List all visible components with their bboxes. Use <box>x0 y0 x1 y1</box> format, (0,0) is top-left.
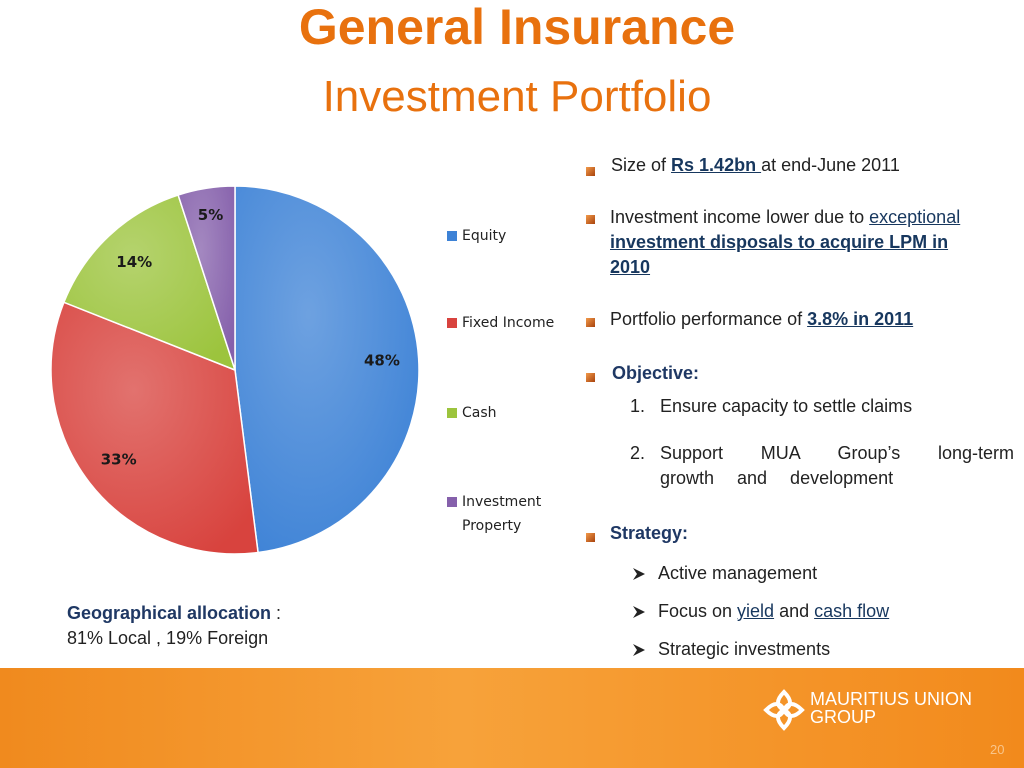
legend-entry: Equity <box>462 224 562 248</box>
seg: Strategic investments <box>658 639 831 659</box>
bullet <box>586 533 595 542</box>
geo-allocation: Geographical allocation : 81% Local , 19… <box>67 601 397 651</box>
seg: exceptional <box>869 207 961 227</box>
legend-swatch <box>447 318 457 328</box>
logo-line: MAURITIUS UNION <box>810 689 972 709</box>
legend-label: Equity <box>462 228 507 244</box>
legend-swatch <box>447 497 457 507</box>
legend-swatch <box>447 231 457 241</box>
page-number: 20 <box>990 742 1005 757</box>
pie-slice <box>177 185 236 371</box>
bullet <box>586 373 595 382</box>
pie-chart: 48% 33% 14% 5% <box>50 185 420 555</box>
point: Size of Rs 1.42bn at end-June 2011 <box>611 153 991 178</box>
legend-swatch <box>447 408 457 418</box>
arrow-bullet <box>633 644 645 656</box>
seg: cash flow <box>814 601 890 621</box>
geo-text: 81% Local , 19% Foreign <box>67 628 269 648</box>
logo-icon <box>763 689 805 731</box>
legend-label: Cash <box>462 405 497 421</box>
logo-text: MAURITIUS UNION GROUP <box>810 690 972 726</box>
arrow-bullet <box>633 606 645 618</box>
bullet <box>586 215 595 224</box>
strategy-item: Active management <box>658 561 817 586</box>
arrow-shape <box>633 644 645 656</box>
point: Portfolio performance of 3.8% in 2011 <box>610 307 1000 332</box>
arrow-shape <box>633 606 645 618</box>
marker: 1. <box>630 396 646 416</box>
bullet <box>586 167 595 176</box>
value-label: 33% <box>101 451 137 469</box>
legend-label: Investment Property <box>462 494 542 534</box>
geo-separator: : <box>271 603 282 623</box>
objective-item: Support MUA Group’s long-term growth and… <box>660 443 1014 488</box>
strategy-item: Focus on yield and cash flow <box>658 599 889 624</box>
seg: Rs 1.42bn <box>671 155 762 175</box>
title: General Insurance <box>298 0 736 55</box>
value-label: 14% <box>116 253 152 271</box>
pie-slice <box>50 301 259 555</box>
geo-label: Geographical allocation <box>67 603 272 623</box>
legend-entry: Cash <box>462 401 562 425</box>
strategy-item: Strategic investments <box>658 637 830 662</box>
seg: at end-June 2011 <box>761 155 900 175</box>
legend-label: Fixed Income <box>462 315 555 331</box>
legend-entry: Investment Property <box>462 490 562 538</box>
objective-item: Ensure capacity to settle claims <box>660 396 913 416</box>
point: Investment income lower due to exception… <box>610 205 980 280</box>
arrow-bullet <box>633 568 645 580</box>
objective-heading: Objective: <box>612 363 700 383</box>
pie-slice <box>234 185 420 554</box>
seg: Investment income lower due to <box>610 207 870 227</box>
seg: yield <box>737 601 775 621</box>
legend-entry: Fixed Income <box>462 311 562 335</box>
bullet <box>586 318 595 327</box>
seg: Focus on <box>658 601 738 621</box>
arrow-shape <box>633 568 645 580</box>
seg: Portfolio performance of <box>610 309 808 329</box>
subtitle: Investment Portfolio <box>322 72 712 121</box>
marker: 2. <box>630 443 646 463</box>
seg: investment disposals to acquire LPM in 2… <box>610 232 949 277</box>
seg: 3.8% in 2011 <box>807 309 914 329</box>
seg: Active management <box>658 563 818 583</box>
value-label: 5% <box>198 206 223 224</box>
footer-band <box>0 668 1024 768</box>
strategy-heading: Strategy: <box>610 523 689 543</box>
seg: and <box>774 601 815 621</box>
logo-line: GROUP <box>810 707 877 727</box>
value-label: 48% <box>364 351 400 369</box>
seg: Size of <box>611 155 672 175</box>
